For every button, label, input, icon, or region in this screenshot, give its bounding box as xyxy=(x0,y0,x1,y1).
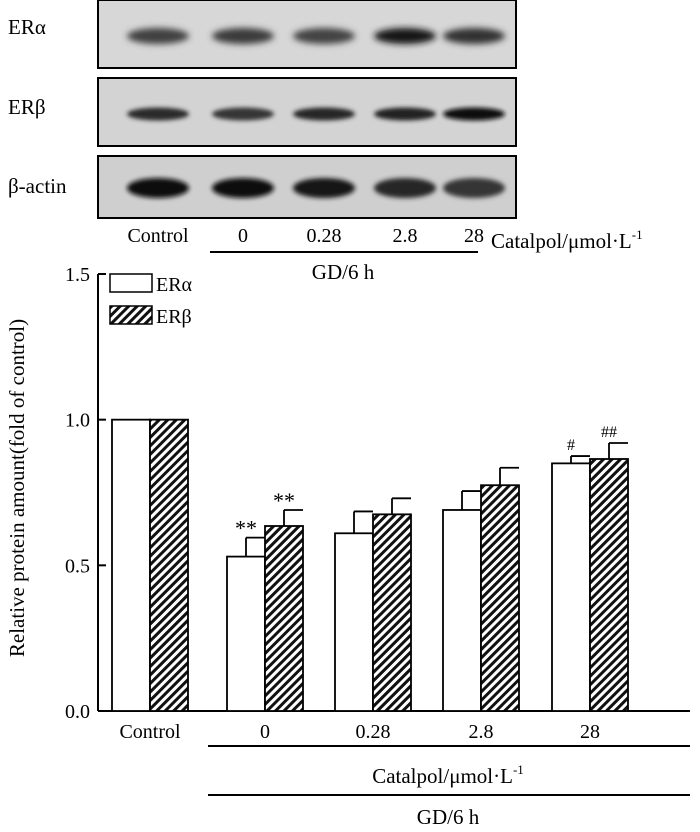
significance-mark: ## xyxy=(601,424,617,441)
blot-group-label: GD/6 h xyxy=(312,260,375,284)
bar-er-beta xyxy=(589,458,629,712)
legend-label-er-alpha: ERα xyxy=(156,274,193,296)
legend: ERα ERβ xyxy=(109,273,193,328)
x-category-label: 0.28 xyxy=(356,721,391,743)
blot-band xyxy=(443,28,505,44)
bar-er-beta xyxy=(149,418,189,712)
bars: ** # ** ## xyxy=(111,418,629,712)
bar-er-alpha xyxy=(442,509,482,712)
blot-row-beta-actin: β-actin xyxy=(8,155,517,219)
blot-band xyxy=(127,178,189,198)
blot-band xyxy=(443,178,505,198)
bar-er-alpha xyxy=(111,418,151,712)
blot-lane-0-28: 0.28 xyxy=(307,225,342,247)
legend-swatch-er-beta xyxy=(109,305,153,325)
x-category-label: 28 xyxy=(580,721,600,743)
blot-lane-2-8: 2.8 xyxy=(393,225,418,247)
x-category-labels: Control 0 0.28 2.8 28 xyxy=(119,721,600,743)
significance-mark: # xyxy=(567,437,575,454)
bar-er-beta xyxy=(480,484,520,712)
legend-label-er-beta: ERβ xyxy=(156,306,192,328)
blot-band xyxy=(127,107,189,121)
significance-mark: ** xyxy=(235,516,257,541)
blot-band xyxy=(374,107,436,121)
blot-label-beta-actin: β-actin xyxy=(8,174,67,198)
x-group-label: GD/6 h xyxy=(417,805,480,829)
blot-band xyxy=(212,28,274,44)
blot-band xyxy=(127,28,189,44)
blot-lane-0: 0 xyxy=(238,225,248,247)
blot-row-er-beta: ERβ xyxy=(8,77,517,147)
y-axis-label: Relative protein amount(fold of control) xyxy=(5,319,29,657)
significance-mark: ** xyxy=(273,488,295,513)
blot-band xyxy=(212,107,274,121)
bar-er-alpha xyxy=(551,462,591,712)
y-tick-label: 0.0 xyxy=(65,701,90,723)
blot-band xyxy=(374,28,436,44)
bar-er-alpha xyxy=(226,555,266,712)
blot-band xyxy=(293,178,355,198)
x-category-label: 2.8 xyxy=(469,721,494,743)
y-tick-label: 1.0 xyxy=(65,410,90,432)
western-blot-panel: ERα ERβ β-actin Control 0 0.28 2.8 28 Ca… xyxy=(8,0,643,284)
x-category-label: Control xyxy=(119,721,181,743)
blot-label-er-beta: ERβ xyxy=(8,95,46,119)
x-axis-label: Catalpol/μmol·L-1 xyxy=(372,762,524,788)
blot-band xyxy=(374,178,436,198)
bar-er-beta xyxy=(264,525,304,712)
blot-bands-er-alpha xyxy=(127,28,505,44)
blot-bands-beta-actin xyxy=(127,178,505,198)
blot-row-er-alpha: ERα xyxy=(8,0,517,69)
y-axis: Relative protein amount(fold of control)… xyxy=(5,264,106,723)
blot-band xyxy=(443,107,505,121)
blot-band xyxy=(293,28,355,44)
blot-lane-control: Control xyxy=(127,225,189,247)
y-ticks: 0.0 0.5 1.0 1.5 xyxy=(65,264,106,723)
bar-chart: Relative protein amount(fold of control)… xyxy=(5,264,690,829)
legend-swatch-er-alpha xyxy=(109,273,153,293)
bar-er-alpha xyxy=(334,532,374,712)
blot-label-er-alpha: ERα xyxy=(8,15,46,39)
y-tick-label: 0.5 xyxy=(65,555,90,577)
blot-band xyxy=(212,178,274,198)
bar-er-beta xyxy=(372,513,412,712)
y-tick-label: 1.5 xyxy=(65,264,90,286)
blot-lane-28: 28 xyxy=(464,225,484,247)
x-category-label: 0 xyxy=(260,721,270,743)
blot-treatment-label: Catalpol/μmol·L-1 xyxy=(491,227,643,253)
blot-bands-er-beta xyxy=(127,107,505,121)
blot-band xyxy=(293,107,355,121)
